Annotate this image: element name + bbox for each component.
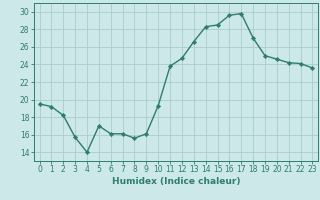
X-axis label: Humidex (Indice chaleur): Humidex (Indice chaleur)	[112, 177, 240, 186]
